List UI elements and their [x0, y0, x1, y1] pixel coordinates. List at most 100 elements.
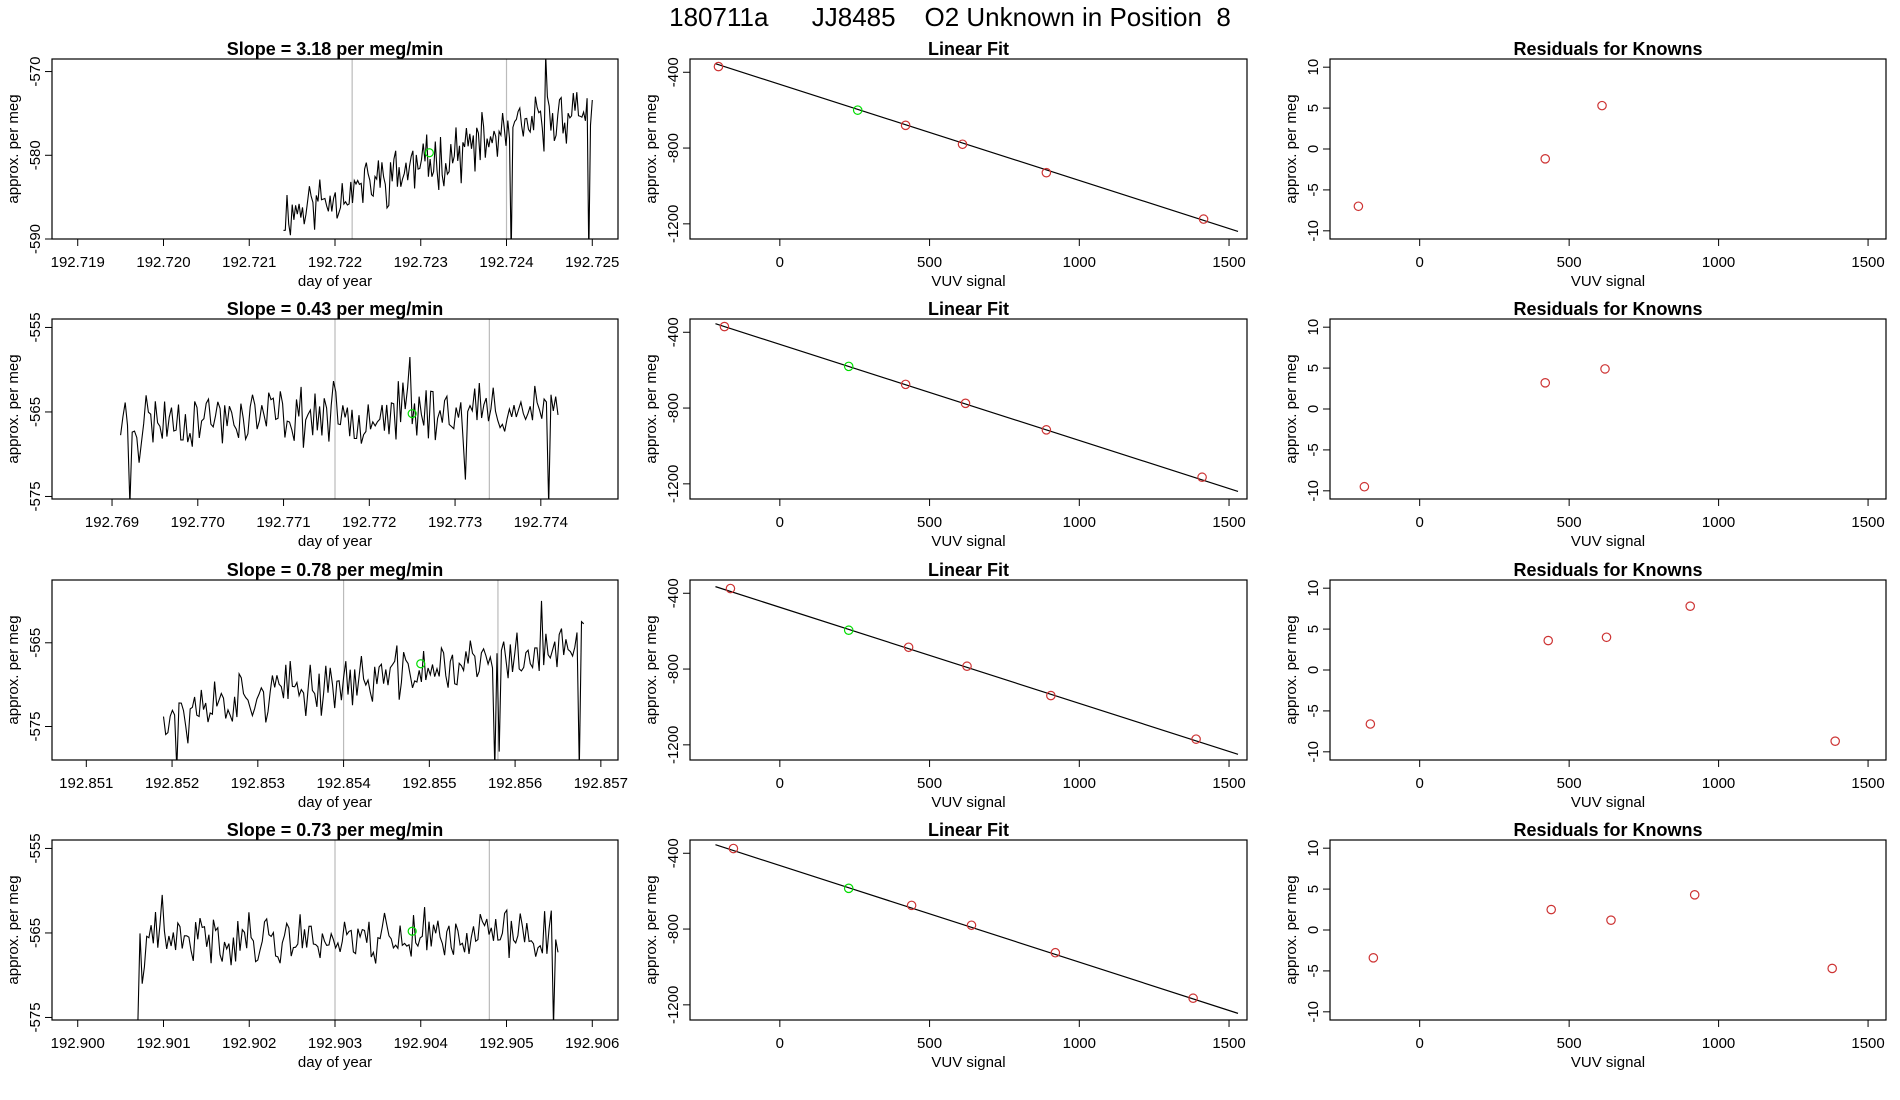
plot-frame — [1329, 318, 1887, 500]
x-tick-label: 500 — [917, 514, 942, 531]
known-point — [1041, 425, 1052, 435]
data-trace — [120, 356, 559, 499]
x-tick-label: 1000 — [1063, 1035, 1096, 1052]
y-axis-label: approx. per meg — [5, 354, 22, 463]
y-axis-label: approx. per meg — [643, 615, 660, 724]
y-tick-label: -565 — [27, 397, 44, 427]
known-point — [962, 661, 972, 672]
plot-frame — [51, 839, 619, 1021]
x-tick-label: 192.769 — [85, 514, 139, 531]
y-axis-label: approx. per meg — [5, 875, 22, 984]
plot-area — [1359, 364, 1610, 492]
x-tick-label: 1500 — [1851, 775, 1884, 792]
panel-4-2: Linear Fit 0 500 1000 1500 VUV signal -400 -800… — [643, 820, 1248, 1071]
y-tick-label: 0 — [1305, 405, 1322, 413]
data-trace — [137, 894, 559, 1020]
x-tick-label: 0 — [776, 514, 784, 531]
x-tick-label: 192.852 — [145, 775, 199, 792]
fit-line — [715, 323, 1239, 492]
known-point — [1046, 690, 1056, 701]
x-tick-label: 192.851 — [59, 775, 113, 792]
x-tick-label: 1500 — [1212, 1035, 1245, 1052]
panel-title: Linear Fit — [928, 39, 1009, 59]
plot-area — [162, 580, 585, 760]
y-tick-label: -575 — [27, 481, 44, 511]
x-tick-label: 1000 — [1702, 514, 1735, 531]
known-point — [957, 139, 968, 150]
y-tick-label: -575 — [27, 1002, 44, 1032]
panel-1-1: Slope = 3.18 per meg/min 192.719 192.720 19… — [5, 39, 619, 290]
x-tick-label: 0 — [1416, 775, 1424, 792]
y-axis-label: approx. per meg — [1283, 354, 1300, 463]
known-point — [728, 843, 739, 854]
x-tick-label: 192.724 — [479, 254, 533, 271]
x-tick-label: 192.720 — [136, 254, 190, 271]
known-point — [1597, 100, 1607, 111]
plot-area — [1353, 100, 1607, 212]
plot-frame — [1329, 58, 1887, 240]
known-point — [1543, 635, 1554, 646]
y-tick-label: -5 — [1305, 443, 1322, 456]
plot-frame — [689, 579, 1248, 761]
plot-frame — [51, 58, 619, 240]
known-point — [960, 398, 971, 409]
x-tick-label: 1000 — [1063, 775, 1096, 792]
y-tick-label: -570 — [27, 57, 44, 87]
x-tick-label: 192.902 — [222, 1035, 276, 1052]
panel-title: Slope = 0.78 per meg/min — [227, 560, 444, 580]
plot-frame — [1329, 839, 1887, 1021]
fit-line — [715, 63, 1239, 232]
known-point — [906, 900, 917, 911]
x-axis-label: VUV signal — [931, 1054, 1005, 1071]
known-point — [1188, 993, 1198, 1004]
x-tick-label: 0 — [776, 1035, 784, 1052]
panel-1-3: Residuals for Knowns 0 500 1000 1500 VUV sign… — [1283, 39, 1887, 290]
known-point — [1050, 947, 1061, 958]
marker-point — [407, 926, 417, 936]
x-tick-label: 192.721 — [222, 254, 276, 271]
known-point — [900, 379, 911, 390]
known-point — [1689, 890, 1700, 900]
x-tick-label: 192.723 — [394, 254, 448, 271]
plot-area — [715, 843, 1239, 1014]
x-tick-label: 192.770 — [171, 514, 225, 531]
y-tick-label: 10 — [1305, 319, 1322, 336]
y-tick-label: 5 — [1305, 625, 1322, 633]
panel-4-3: Residuals for Knowns 0 500 1000 1500 VUV sign… — [1283, 820, 1887, 1071]
x-tick-label: 192.722 — [308, 254, 362, 271]
panel-1-2: Linear Fit 0 500 1000 1500 VUV signal -400 -800… — [643, 39, 1248, 290]
x-tick-label: 192.900 — [51, 1035, 105, 1052]
y-tick-label: -800 — [665, 914, 682, 944]
x-axis-label: day of year — [298, 794, 372, 811]
y-tick-label: -5 — [1305, 964, 1322, 977]
y-tick-label: -5 — [1305, 704, 1322, 717]
x-tick-label: 0 — [1416, 514, 1424, 531]
marker-point — [424, 148, 434, 158]
panel-4-1: Slope = 0.73 per meg/min 192.900 192.901 19… — [5, 820, 619, 1071]
unknown-point — [843, 883, 854, 894]
y-axis-label: approx. per meg — [1283, 615, 1300, 724]
x-tick-label: 192.905 — [479, 1035, 533, 1052]
x-tick-label: 1500 — [1212, 254, 1245, 271]
data-trace — [283, 59, 593, 239]
panel-title: Residuals for Knowns — [1513, 820, 1702, 840]
panel-title: Residuals for Knowns — [1513, 39, 1702, 59]
x-tick-label: 1500 — [1212, 514, 1245, 531]
y-tick-label: -400 — [665, 578, 682, 608]
fit-line — [715, 844, 1239, 1014]
panel-title: Linear Fit — [928, 299, 1009, 319]
panel-2-2: Linear Fit 0 500 1000 1500 VUV signal -400 -800… — [643, 299, 1248, 550]
x-tick-label: 192.725 — [565, 254, 619, 271]
x-tick-label: 1000 — [1063, 514, 1096, 531]
y-tick-label: -575 — [27, 711, 44, 741]
known-point — [1353, 201, 1364, 212]
x-tick-label: 192.906 — [565, 1035, 619, 1052]
y-tick-label: -1200 — [665, 465, 682, 503]
x-tick-label: 192.854 — [316, 775, 370, 792]
panel-title: Slope = 3.18 per meg/min — [227, 39, 444, 59]
y-axis-label: approx. per meg — [5, 615, 22, 724]
unknown-point — [843, 625, 854, 636]
known-point — [1365, 719, 1376, 729]
x-axis-label: day of year — [298, 533, 372, 550]
x-tick-label: 0 — [776, 775, 784, 792]
